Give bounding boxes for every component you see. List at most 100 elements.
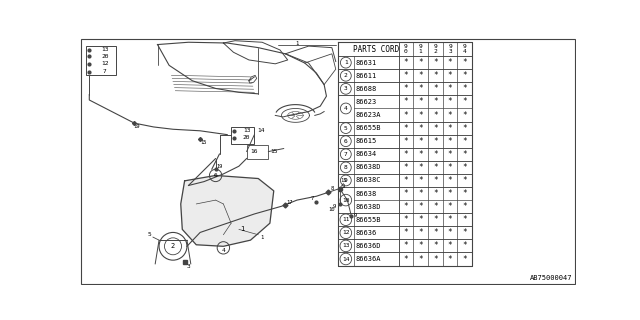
Text: 13: 13 bbox=[243, 128, 250, 133]
Text: 86611: 86611 bbox=[356, 73, 377, 79]
Text: *: * bbox=[463, 71, 467, 80]
Text: *: * bbox=[448, 215, 452, 224]
Text: *: * bbox=[448, 110, 452, 119]
Text: *: * bbox=[404, 163, 408, 172]
Text: *: * bbox=[419, 124, 423, 132]
Text: *: * bbox=[433, 124, 438, 132]
Text: *: * bbox=[463, 150, 467, 159]
Text: *: * bbox=[433, 71, 438, 80]
Text: *: * bbox=[448, 176, 452, 185]
Text: 8: 8 bbox=[344, 165, 348, 170]
Text: *: * bbox=[463, 176, 467, 185]
Text: 7: 7 bbox=[103, 69, 107, 74]
Text: 86638D: 86638D bbox=[356, 164, 381, 170]
Text: *: * bbox=[463, 163, 467, 172]
Text: 11: 11 bbox=[342, 217, 349, 222]
Text: *: * bbox=[433, 176, 438, 185]
Text: 10: 10 bbox=[342, 197, 349, 203]
Text: *: * bbox=[404, 124, 408, 132]
Text: 86636D: 86636D bbox=[356, 243, 381, 249]
Text: 7: 7 bbox=[344, 152, 348, 157]
Text: *: * bbox=[463, 58, 467, 67]
Text: *: * bbox=[448, 137, 452, 146]
Text: 9: 9 bbox=[333, 204, 336, 209]
Text: 14: 14 bbox=[342, 257, 349, 261]
Text: PARTS CORD: PARTS CORD bbox=[353, 45, 399, 54]
Text: 5: 5 bbox=[148, 232, 152, 237]
Text: *: * bbox=[404, 215, 408, 224]
Text: *: * bbox=[433, 228, 438, 237]
Text: *: * bbox=[433, 58, 438, 67]
Text: *: * bbox=[448, 163, 452, 172]
Text: 9
1: 9 1 bbox=[419, 44, 422, 54]
Text: 86623A: 86623A bbox=[356, 112, 381, 118]
Text: *: * bbox=[419, 202, 423, 211]
Text: *: * bbox=[419, 163, 423, 172]
Text: 1: 1 bbox=[241, 226, 245, 232]
Text: *: * bbox=[404, 241, 408, 251]
Text: 1: 1 bbox=[260, 235, 264, 240]
Text: 86638C: 86638C bbox=[356, 178, 381, 183]
Text: 2: 2 bbox=[171, 243, 175, 249]
Text: 3: 3 bbox=[344, 86, 348, 91]
Text: *: * bbox=[419, 150, 423, 159]
Text: 86655B: 86655B bbox=[356, 125, 381, 131]
Text: 9
2: 9 2 bbox=[433, 44, 437, 54]
FancyBboxPatch shape bbox=[231, 127, 254, 144]
Text: 12: 12 bbox=[342, 230, 349, 235]
Text: *: * bbox=[419, 97, 423, 107]
Text: 86636A: 86636A bbox=[356, 256, 381, 262]
Text: *: * bbox=[433, 241, 438, 251]
Text: *: * bbox=[419, 58, 423, 67]
Text: *: * bbox=[419, 176, 423, 185]
Text: 86636: 86636 bbox=[356, 230, 377, 236]
Text: *: * bbox=[433, 137, 438, 146]
Text: 20: 20 bbox=[101, 54, 109, 59]
Text: *: * bbox=[433, 97, 438, 107]
Text: *: * bbox=[448, 124, 452, 132]
Text: *: * bbox=[419, 137, 423, 146]
Text: *: * bbox=[448, 71, 452, 80]
Text: *: * bbox=[433, 215, 438, 224]
Text: 12: 12 bbox=[101, 61, 109, 66]
Text: *: * bbox=[419, 254, 423, 263]
Text: 11: 11 bbox=[340, 178, 347, 183]
Text: 15: 15 bbox=[271, 149, 278, 154]
Text: *: * bbox=[448, 84, 452, 93]
Text: 9
4: 9 4 bbox=[463, 44, 467, 54]
Text: *: * bbox=[404, 58, 408, 67]
Text: *: * bbox=[404, 254, 408, 263]
Text: *: * bbox=[448, 202, 452, 211]
Text: 8: 8 bbox=[330, 186, 333, 191]
FancyBboxPatch shape bbox=[86, 46, 116, 75]
Text: *: * bbox=[448, 150, 452, 159]
Text: *: * bbox=[404, 137, 408, 146]
Text: *: * bbox=[404, 202, 408, 211]
Text: 7: 7 bbox=[311, 196, 314, 201]
Text: AB75000047: AB75000047 bbox=[530, 275, 572, 281]
Text: 16: 16 bbox=[251, 149, 258, 154]
Text: *: * bbox=[463, 97, 467, 107]
Text: *: * bbox=[433, 84, 438, 93]
Text: 86623: 86623 bbox=[356, 99, 377, 105]
Text: 1: 1 bbox=[344, 60, 348, 65]
Text: *: * bbox=[404, 71, 408, 80]
Text: 6: 6 bbox=[344, 139, 348, 144]
Text: 15: 15 bbox=[201, 140, 207, 145]
Text: 5: 5 bbox=[344, 126, 348, 131]
Text: 4: 4 bbox=[221, 248, 225, 253]
Text: *: * bbox=[404, 176, 408, 185]
Text: 17: 17 bbox=[286, 200, 292, 205]
Text: 86634: 86634 bbox=[356, 151, 377, 157]
Polygon shape bbox=[180, 175, 274, 246]
Text: *: * bbox=[463, 189, 467, 198]
Text: *: * bbox=[419, 110, 423, 119]
FancyBboxPatch shape bbox=[246, 145, 268, 158]
Text: 9: 9 bbox=[344, 178, 348, 183]
Text: 9
3: 9 3 bbox=[448, 44, 452, 54]
Text: *: * bbox=[463, 241, 467, 251]
Text: *: * bbox=[463, 202, 467, 211]
Text: *: * bbox=[433, 163, 438, 172]
Text: *: * bbox=[448, 189, 452, 198]
Text: 2: 2 bbox=[344, 73, 348, 78]
